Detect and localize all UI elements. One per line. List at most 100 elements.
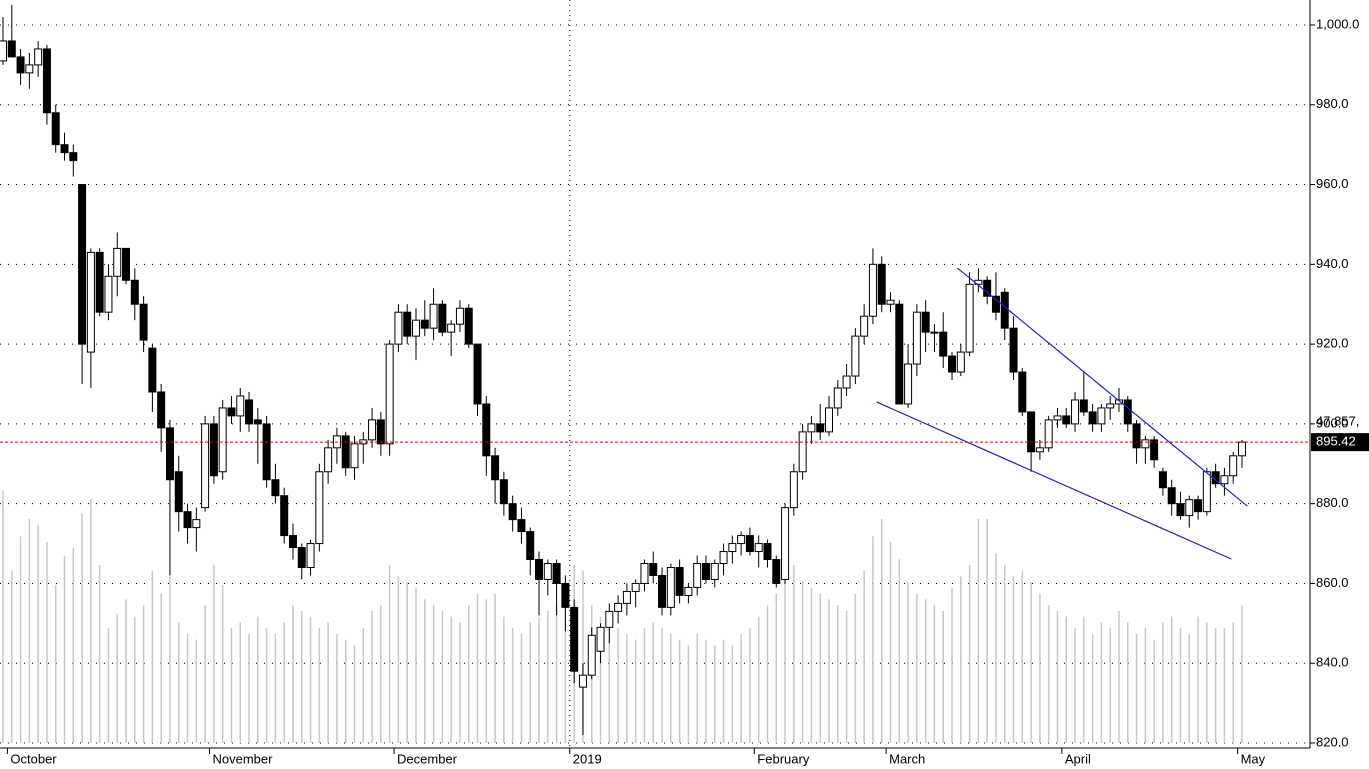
last-price-label: 895.42 — [1316, 434, 1356, 449]
candle-body — [1018, 371, 1027, 413]
candle-body — [851, 335, 860, 377]
candle-body — [578, 674, 587, 688]
candle-body — [860, 315, 869, 337]
candle-body — [420, 319, 429, 329]
candle-body — [1176, 503, 1185, 517]
candle-body — [165, 427, 174, 481]
candle-body — [7, 40, 16, 58]
candle-body — [262, 423, 271, 481]
candle-body — [455, 307, 464, 325]
candle-body — [104, 275, 113, 313]
candle-body — [517, 519, 526, 533]
candle-body — [693, 563, 702, 588]
y-tick-label: 820.0 — [1316, 734, 1349, 749]
candle-body — [535, 559, 544, 580]
candle-body — [245, 399, 254, 425]
candle-body — [816, 423, 825, 433]
candle-body — [921, 311, 930, 333]
candle-body — [1027, 411, 1036, 453]
candle-body — [280, 495, 289, 537]
candle-body — [236, 395, 245, 417]
x-tick-label: November — [213, 751, 274, 766]
candle-body — [1185, 499, 1194, 517]
candle-body — [719, 551, 728, 564]
candle-body — [1202, 471, 1211, 513]
candle-body — [16, 56, 25, 74]
candle-body — [1088, 411, 1097, 425]
candle-body — [350, 443, 359, 469]
candle-body — [60, 144, 69, 154]
candle-body — [113, 247, 122, 277]
candle-body — [1053, 415, 1062, 421]
candle-body — [78, 184, 87, 345]
candle-body — [991, 295, 1000, 313]
candle-body — [605, 610, 614, 628]
candle-body — [912, 311, 921, 365]
candle-body — [0, 40, 7, 62]
candle-body — [227, 407, 236, 417]
candle-body — [842, 375, 851, 389]
candle-body — [1071, 399, 1080, 425]
candle-body — [983, 279, 992, 297]
candle-body — [728, 543, 737, 553]
candle-body — [412, 319, 420, 337]
candle-body — [622, 590, 631, 604]
candle-body — [886, 299, 895, 305]
candle-body — [1106, 403, 1115, 409]
candle-body — [904, 363, 913, 405]
candle-body — [1158, 471, 1167, 489]
candle-body — [939, 331, 948, 357]
candle-body — [772, 559, 781, 584]
x-tick-label: April — [1065, 751, 1091, 766]
candle-body — [596, 626, 605, 652]
candle-body — [201, 423, 210, 509]
candle-body — [526, 531, 535, 561]
candle-body — [482, 403, 491, 457]
candle-body — [1035, 447, 1044, 453]
candle-body — [508, 503, 517, 521]
candle-body — [640, 563, 649, 584]
candle-body — [25, 64, 34, 74]
candle-body — [833, 387, 842, 409]
candle-body — [781, 507, 790, 580]
candle-body — [1123, 399, 1132, 425]
y-tick-label: 980.0 — [1316, 96, 1349, 111]
candle-body — [174, 471, 183, 513]
candle-body — [1229, 455, 1238, 477]
candle-body — [965, 283, 974, 353]
volume-label: 47,857, — [1316, 414, 1359, 429]
candle-body — [649, 563, 658, 576]
candle-body — [157, 391, 166, 429]
candle-body — [86, 251, 95, 353]
x-tick-label: March — [889, 751, 925, 766]
candle-body — [271, 479, 280, 497]
candle-body — [684, 586, 693, 596]
y-tick-label: 1,000.0 — [1316, 16, 1359, 31]
candle-body — [807, 423, 816, 433]
candle-body — [701, 563, 710, 580]
candle-body — [130, 279, 139, 305]
candle-body — [69, 152, 78, 162]
candle-body — [1009, 327, 1018, 373]
candle-body — [209, 423, 218, 477]
candle-body — [447, 323, 456, 333]
candle-body — [1194, 499, 1203, 513]
candle-body — [1097, 407, 1106, 425]
candle-body — [825, 407, 833, 433]
candle-body — [948, 355, 957, 373]
y-tick-label: 920.0 — [1316, 336, 1349, 351]
candle-body — [341, 435, 350, 469]
candle-body — [183, 511, 192, 529]
candle-body — [288, 535, 297, 549]
trendline — [876, 401, 1232, 560]
x-tick-label: 2019 — [573, 751, 602, 766]
candle-body — [376, 419, 385, 445]
candle-body — [1167, 487, 1176, 505]
x-tick-label: October — [10, 751, 57, 766]
trendline — [956, 267, 1248, 507]
candle-body — [798, 431, 807, 473]
candle-body — [570, 606, 579, 672]
y-tick-label: 940.0 — [1316, 256, 1349, 271]
candle-body — [631, 582, 640, 592]
